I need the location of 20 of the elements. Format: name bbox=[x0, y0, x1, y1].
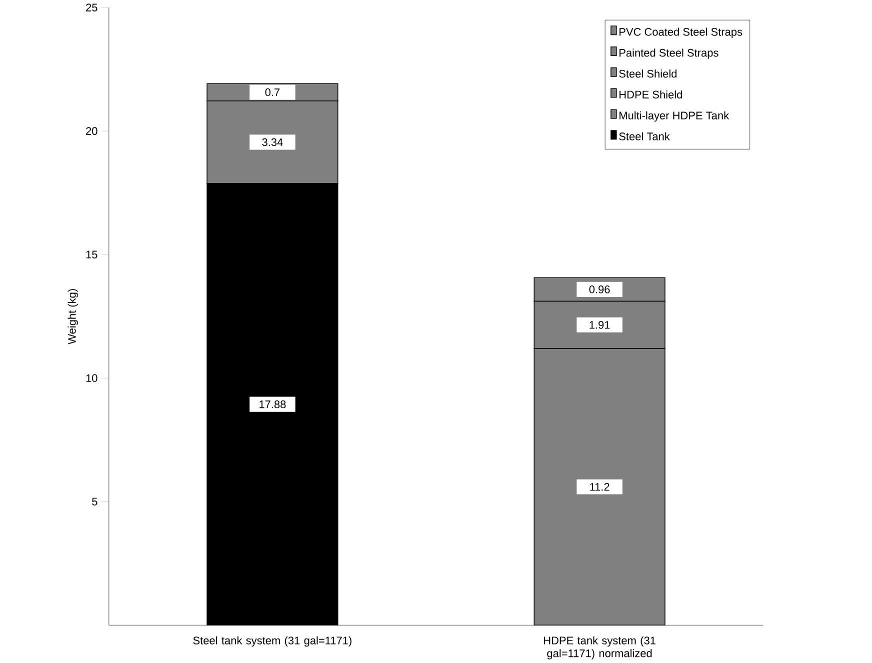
y-tick-label: 25 bbox=[86, 4, 98, 12]
y-tick-label: 20 bbox=[86, 127, 98, 135]
legend-label: Steel Tank bbox=[619, 132, 670, 140]
data-label: 0.96 bbox=[589, 286, 610, 294]
y-tick-label: 15 bbox=[86, 250, 98, 258]
y-axis-title: Weight (kg) bbox=[68, 289, 78, 344]
legend-label: Steel Shield bbox=[619, 70, 676, 78]
data-label: 3.34 bbox=[262, 138, 283, 146]
y-tick-label: 5 bbox=[92, 498, 98, 506]
legend-label: HDPE Shield bbox=[620, 90, 682, 98]
x-tick-label: Steel tank system (31 gal=1171) bbox=[193, 636, 352, 647]
legend-label: PVC Coated Steel Straps bbox=[620, 28, 742, 38]
legend-label: Multi-layer HDPE Tank bbox=[620, 111, 730, 122]
data-label: 1.91 bbox=[590, 320, 610, 329]
data-label: 17.88 bbox=[260, 400, 286, 408]
legend-label: Painted Steel Straps bbox=[620, 48, 718, 59]
y-tick-label: 10 bbox=[86, 374, 98, 382]
x-tick-label: HDPE tank system (31 gal=1171) normalized bbox=[544, 636, 656, 660]
data-label: 11.2 bbox=[590, 482, 610, 491]
data-label: 0.7 bbox=[265, 88, 280, 96]
